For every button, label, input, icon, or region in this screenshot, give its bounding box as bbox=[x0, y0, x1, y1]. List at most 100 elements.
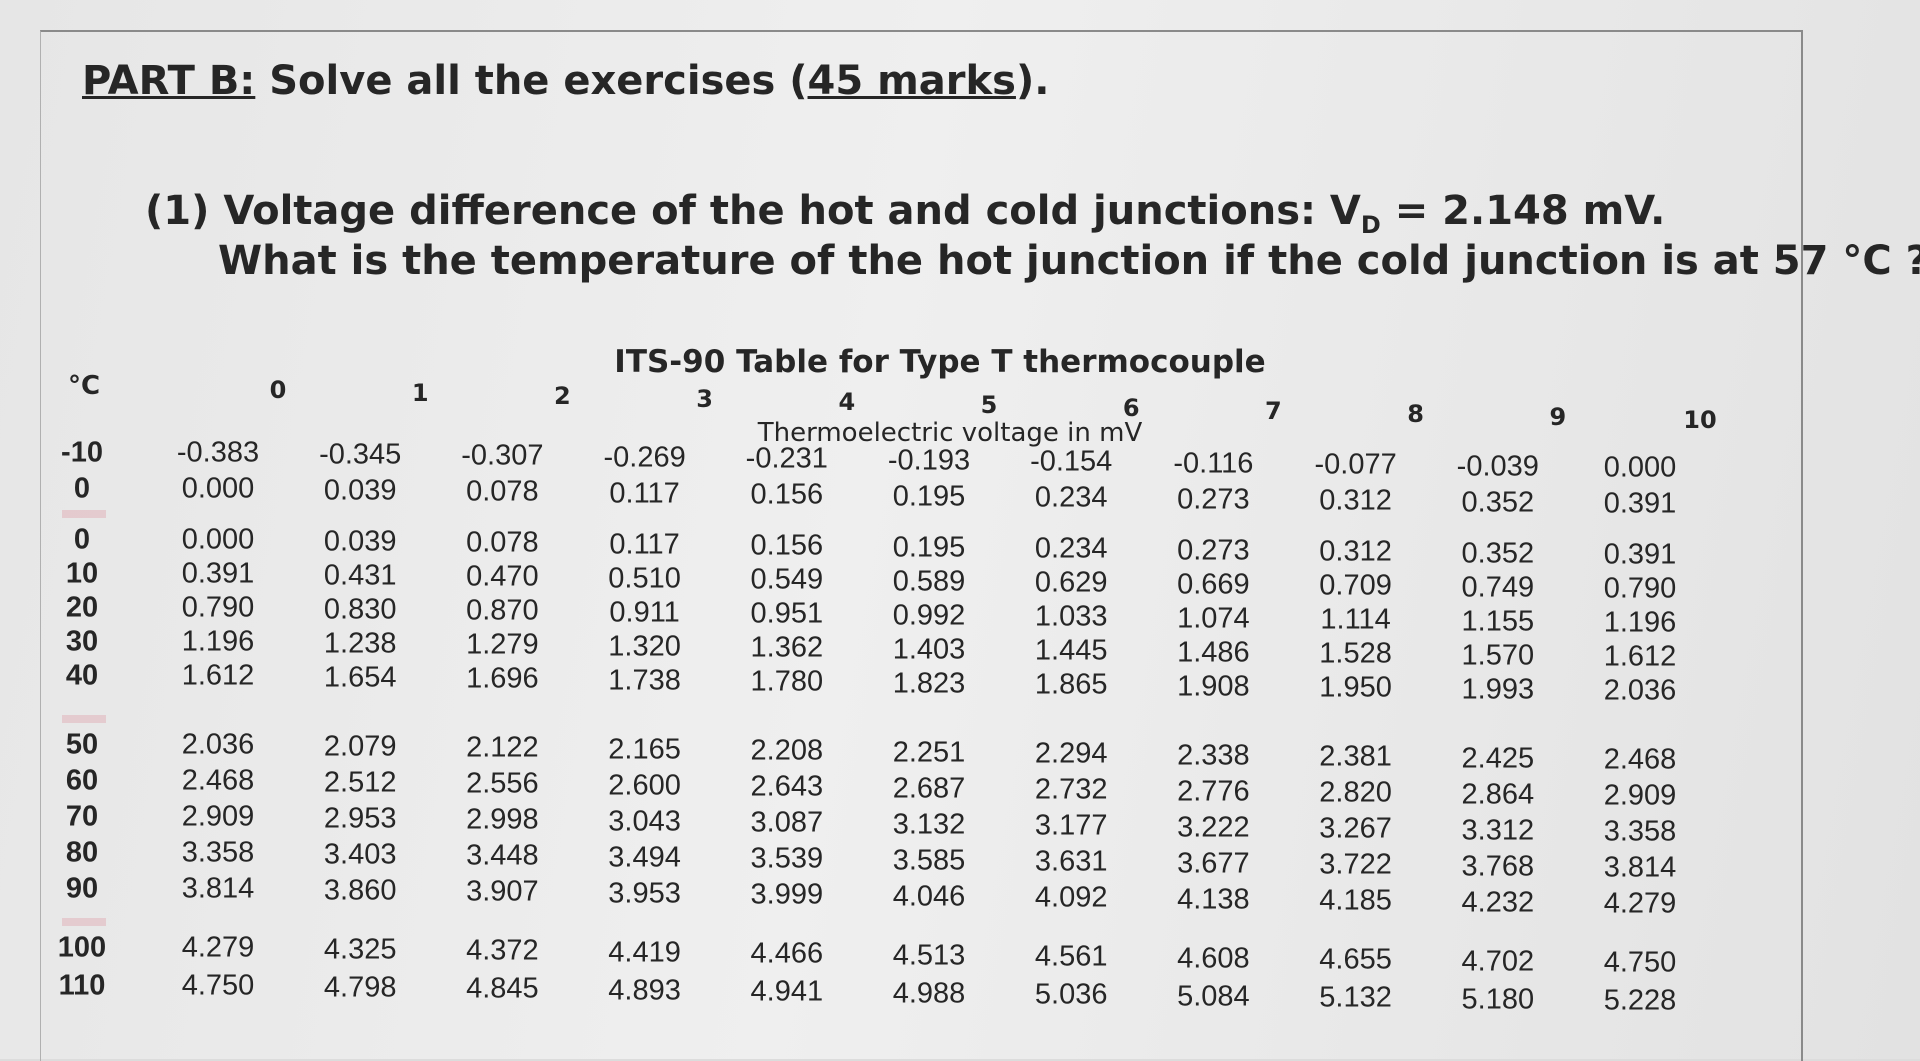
value-cell: -0.193 bbox=[887, 444, 971, 476]
value-cell: 0.273 bbox=[1177, 483, 1250, 515]
question-text: = 2.148 mV. bbox=[1380, 188, 1666, 234]
value-cell: 2.732 bbox=[1034, 773, 1108, 806]
value-cell: 5.036 bbox=[1034, 978, 1108, 1011]
column-header: 4 bbox=[838, 388, 856, 416]
value-cell: 5.084 bbox=[1177, 980, 1250, 1012]
value-cell: 2.381 bbox=[1319, 740, 1392, 773]
value-cell: -0.039 bbox=[1456, 450, 1539, 482]
column-header: 8 bbox=[1407, 400, 1424, 428]
value-cell: 2.909 bbox=[181, 800, 255, 833]
value-cell: -0.383 bbox=[176, 436, 260, 469]
value-cell: 4.279 bbox=[1603, 887, 1677, 920]
value-cell: 3.722 bbox=[1319, 848, 1392, 881]
value-cell: 5.228 bbox=[1603, 984, 1677, 1017]
question-number: (1) bbox=[145, 188, 210, 234]
value-cell: 2.468 bbox=[1603, 743, 1677, 776]
column-header: 3 bbox=[696, 385, 713, 413]
value-cell: 3.814 bbox=[1603, 851, 1677, 884]
value-cell: 2.687 bbox=[892, 772, 966, 804]
value-cell: 2.251 bbox=[892, 736, 966, 768]
value-cell: 4.798 bbox=[323, 971, 397, 1003]
question-text: Voltage difference of the hot and cold j… bbox=[223, 188, 1361, 234]
column-header: 7 bbox=[1265, 397, 1282, 425]
value-cell: 2.122 bbox=[466, 731, 539, 764]
value-cell: 2.208 bbox=[750, 734, 824, 767]
value-cell: 1.612 bbox=[181, 659, 255, 692]
value-cell: 2.512 bbox=[323, 766, 397, 798]
value-cell: 2.079 bbox=[323, 730, 397, 762]
value-cell: 5.132 bbox=[1319, 981, 1392, 1014]
value-cell: 2.600 bbox=[608, 769, 681, 801]
value-cell: 1.114 bbox=[1320, 603, 1391, 636]
value-cell: 4.419 bbox=[608, 936, 681, 968]
value-cell: 3.768 bbox=[1461, 850, 1535, 882]
column-header: 9 bbox=[1549, 403, 1567, 431]
value-cell: 3.494 bbox=[608, 841, 681, 873]
group-divider bbox=[62, 715, 106, 723]
table-subtitle: Thermoelectric voltage in mV bbox=[757, 418, 1143, 448]
value-cell: 4.608 bbox=[1177, 942, 1250, 974]
value-cell: 1.445 bbox=[1034, 634, 1108, 667]
value-cell: 1.528 bbox=[1319, 637, 1392, 670]
value-cell: 3.222 bbox=[1177, 811, 1250, 843]
value-cell: 0.312 bbox=[1319, 535, 1392, 568]
value-cell: 1.696 bbox=[466, 662, 539, 695]
value-cell: 2.776 bbox=[1177, 775, 1250, 807]
value-cell: 0.078 bbox=[466, 526, 539, 559]
value-cell: 3.267 bbox=[1319, 812, 1392, 845]
value-cell: 3.087 bbox=[750, 806, 824, 839]
question-line: What is the temperature of the hot junct… bbox=[218, 238, 1920, 284]
value-cell: 3.585 bbox=[892, 844, 966, 876]
value-cell: 0.790 bbox=[1603, 572, 1677, 605]
value-cell: 1.155 bbox=[1461, 605, 1535, 637]
column-header: 0 bbox=[269, 376, 287, 404]
value-cell: 1.865 bbox=[1034, 668, 1108, 701]
value-cell: 3.312 bbox=[1461, 814, 1535, 846]
value-cell: 2.294 bbox=[1034, 737, 1108, 770]
value-cell: 0.629 bbox=[1034, 566, 1108, 599]
value-cell: 0.234 bbox=[1034, 481, 1108, 514]
value-cell: 0.195 bbox=[892, 480, 966, 512]
value-cell: 0.352 bbox=[1461, 486, 1535, 518]
value-cell: 0.078 bbox=[466, 475, 539, 508]
value-cell: 0.000 bbox=[1603, 451, 1677, 484]
value-cell: 0.790 bbox=[181, 591, 255, 624]
row-label: 10 bbox=[65, 557, 99, 590]
value-cell: 4.941 bbox=[750, 975, 824, 1008]
value-cell: 0.156 bbox=[750, 478, 824, 511]
value-cell: 0.669 bbox=[1177, 568, 1250, 600]
value-cell: 3.999 bbox=[750, 878, 824, 911]
marks: 45 marks bbox=[807, 58, 1016, 104]
value-cell: 1.908 bbox=[1177, 670, 1250, 702]
value-cell: 3.631 bbox=[1034, 845, 1108, 878]
value-cell: 0.391 bbox=[1603, 538, 1677, 571]
value-cell: 0.117 bbox=[609, 528, 680, 560]
column-header: 2 bbox=[554, 382, 571, 410]
value-cell: 4.046 bbox=[892, 880, 966, 912]
value-cell: 0.234 bbox=[1034, 532, 1108, 565]
value-cell: -0.077 bbox=[1314, 448, 1397, 481]
part-label: PART B: bbox=[82, 58, 256, 104]
value-cell: 1.570 bbox=[1461, 639, 1535, 671]
value-cell: 3.403 bbox=[323, 838, 397, 870]
value-cell: -0.345 bbox=[319, 438, 402, 470]
value-cell: 2.998 bbox=[466, 803, 539, 836]
row-label: 110 bbox=[58, 969, 106, 1002]
value-cell: 1.074 bbox=[1177, 602, 1250, 634]
value-cell: 0.830 bbox=[323, 593, 397, 625]
value-cell: 2.643 bbox=[750, 770, 824, 803]
value-cell: 3.132 bbox=[892, 808, 966, 840]
value-cell: 1.486 bbox=[1177, 636, 1250, 668]
value-cell: 0.039 bbox=[323, 525, 397, 557]
row-label: 70 bbox=[65, 800, 99, 833]
panel bbox=[40, 30, 1803, 1061]
value-cell: 0.352 bbox=[1461, 537, 1535, 569]
row-label: 0 bbox=[73, 472, 91, 505]
value-cell: 1.780 bbox=[750, 665, 824, 698]
value-cell: 1.362 bbox=[750, 631, 824, 664]
value-cell: 1.738 bbox=[608, 664, 681, 696]
value-cell: 4.466 bbox=[750, 937, 824, 970]
value-cell: 4.702 bbox=[1461, 945, 1535, 977]
value-cell: 2.953 bbox=[323, 802, 397, 834]
value-cell: 0.273 bbox=[1177, 534, 1250, 566]
